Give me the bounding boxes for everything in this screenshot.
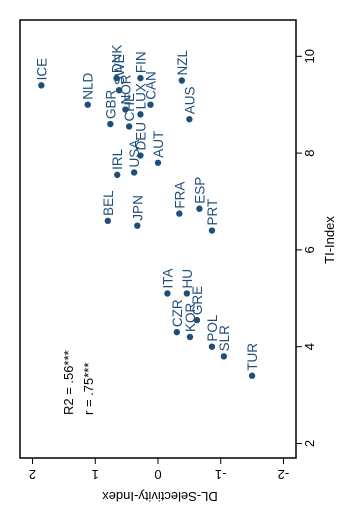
data-point-slr [220,353,228,360]
data-point-aus [186,116,193,123]
point-label-irl: IRL [110,148,125,170]
point-label-slr: SLR [217,325,232,352]
data-point-deu [137,152,144,159]
data-point-jpn [134,222,141,229]
y-tick-label: 0 [154,467,161,482]
x-tick-label: 6 [302,246,317,253]
data-point-irl [114,171,121,179]
data-point-nld [84,101,91,108]
point-label-nzl: NZL [175,50,190,76]
data-point-hu [183,290,191,297]
data-point-ice [38,82,45,89]
point-label-nor: NOR [118,74,133,104]
point-label-can: CAN [143,71,158,100]
correlation-annotation: r = .75*** [81,363,96,415]
data-point-czr [173,328,181,336]
data-point-usa [130,169,138,176]
point-label-nld: NLD [81,72,96,99]
point-label-gre: GRE [190,286,205,315]
data-point-nor [122,106,129,113]
data-point-esp [196,205,203,212]
point-label-aus: AUS [182,86,197,114]
point-label-ice: ICE [34,58,49,81]
point-label-czr: CZR [170,299,185,327]
data-point-bel [104,217,112,225]
point-label-dnk: DNK [110,45,125,74]
data-point-prt [208,227,216,234]
x-tick-label: 10 [302,49,317,63]
data-point-aut [154,159,162,166]
point-label-aut: AUT [151,131,166,158]
point-label-che: CHE [122,93,137,122]
data-point-gre [193,316,201,324]
r-squared-annotation: R2 = .56*** [61,350,76,415]
point-label-pol: POL [205,314,220,342]
data-point-pol [208,343,216,350]
data-point-fin [137,74,144,82]
y-axis-title: DL-Selectivity-Index [102,489,218,504]
point-label-lux: LUX [133,83,148,109]
plot-area [19,19,297,459]
point-label-kor: KOR [183,303,198,333]
y-tick-label: -1 [215,467,227,482]
data-point-fra [176,210,183,217]
x-tick-label: 4 [302,343,317,350]
data-point-che [125,123,133,130]
point-label-esp: ESP [192,177,207,204]
y-axis-ticks: -2 -1 0 1 2 [29,458,289,482]
x-tick-label: 8 [302,149,317,156]
point-label-deu: DEU [133,122,148,151]
data-point-nzl [178,77,186,84]
y-tick-label: 1 [92,467,99,482]
point-label-gbr: GBR [103,90,118,120]
point-label-tur: TUR [245,343,260,371]
data-point-gbr [107,120,114,128]
point-label-swe: SWE [112,54,127,85]
data-point-dnk [113,74,120,82]
data-point-ita [164,290,171,297]
point-label-usa: USA [127,140,142,168]
data-point-swe [115,86,123,94]
data-point-lux [137,111,144,118]
point-label-bel: BEL [101,190,116,216]
data-point-kor [186,333,194,341]
x-tick-label: 2 [302,440,317,447]
y-tick-label: -2 [278,467,290,482]
point-label-fin: FIN [133,51,148,73]
x-axis-ticks: 2 4 6 8 10 [296,49,317,447]
point-label-jpn: JPN [130,195,145,221]
y-tick-label: 2 [29,467,36,482]
x-axis-title: TI-Index [322,216,337,264]
point-label-fra: FRA [172,182,187,209]
data-point-tur [248,372,256,379]
data-point-can [147,101,154,108]
point-label-hu: HU [180,269,195,289]
point-label-prt: PRT [205,199,220,226]
point-label-ita: ITA [160,268,175,288]
